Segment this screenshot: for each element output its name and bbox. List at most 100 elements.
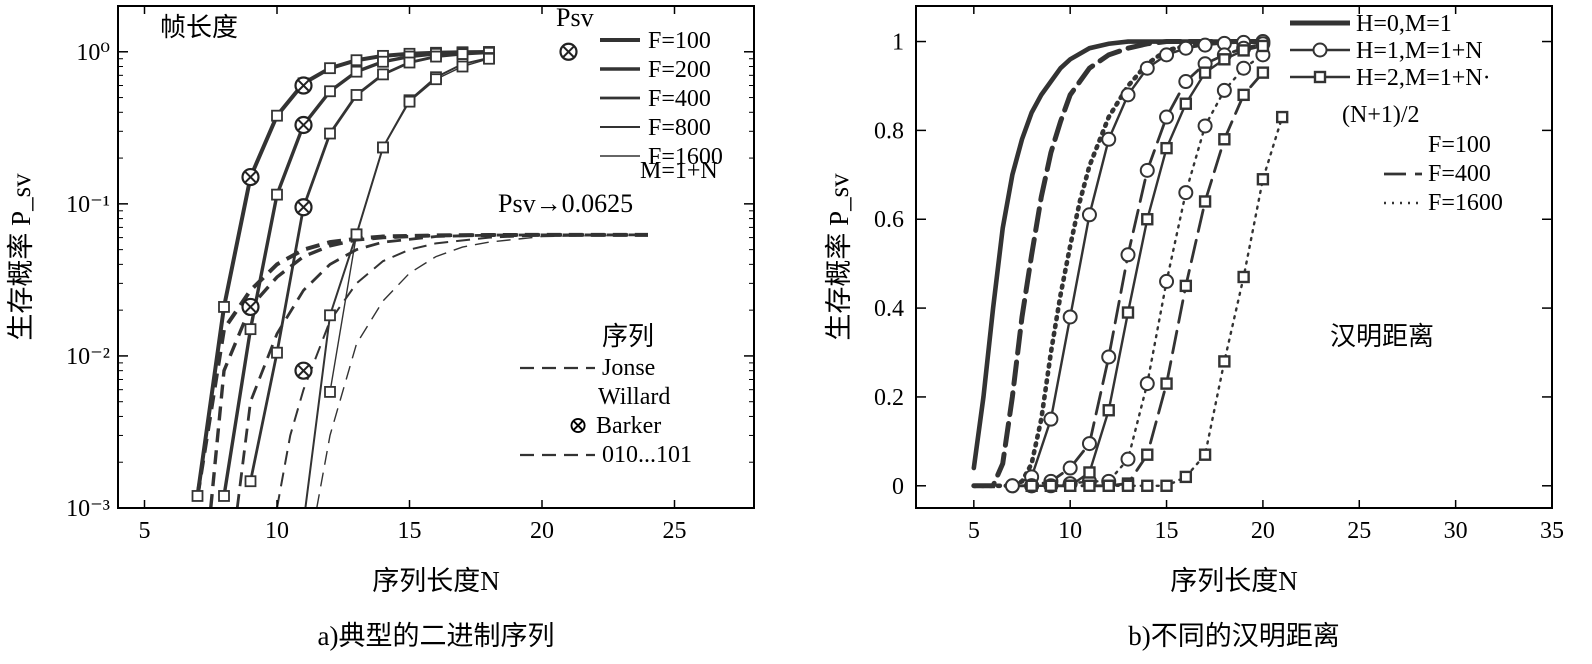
chart-b-xtick-label: 5 xyxy=(968,518,980,544)
chart-b-frame-legend-label: F=400 xyxy=(1428,161,1491,187)
chart-b-series-h2-point xyxy=(1121,479,1135,492)
chart-a-sequence-legend-label: Jonse xyxy=(602,355,655,381)
chart-a-frame-legend-label: F=1600 xyxy=(648,144,723,170)
chart-a-series-point xyxy=(430,50,442,63)
chart-a-sequence-legend: 序列 Jonse Willard ⊗ Barker 010...101 xyxy=(520,322,692,468)
chart-a-sequence-legend-label: Barker xyxy=(596,413,661,439)
chart-b-series-h1-point xyxy=(1178,185,1194,201)
chart-b-series-h1-point xyxy=(1081,436,1097,452)
chart-a-series-point xyxy=(271,188,283,201)
chart-b-frame xyxy=(915,5,1553,509)
chart-a-xtick-label: 20 xyxy=(530,518,554,544)
chart-b-series-h1-point xyxy=(1178,74,1194,90)
chart-a-series-line xyxy=(329,58,490,393)
chart-a-series-point xyxy=(456,48,469,61)
chart-a-series-point xyxy=(244,323,257,336)
chart-b-ylabel: 生存概率 P_sv xyxy=(824,173,854,341)
chart-b-series-h1-point xyxy=(1062,309,1078,325)
chart-a-caption: a)典型的二进制序列 xyxy=(318,621,555,651)
chart-b-series-h1-point xyxy=(1159,47,1175,63)
chart-b-legend-label: H=2,M=1+N· xyxy=(1356,65,1491,91)
chart-b-series-h2-point xyxy=(1218,355,1231,368)
chart-a-series-point xyxy=(456,60,469,73)
chart-b-xtick-label: 35 xyxy=(1540,518,1564,544)
chart-b-ytick-label: 0.6 xyxy=(874,207,904,233)
chart-b-series-h1-point xyxy=(1197,118,1213,134)
chart-b-xlabel: 序列长度N xyxy=(1170,566,1298,596)
chart-a-series-point xyxy=(377,68,389,81)
chart-a-series xyxy=(191,42,649,528)
chart-a-frame-legend-label: F=200 xyxy=(648,57,711,83)
chart-b-series-h2-point xyxy=(1179,279,1193,293)
chart-a-series-point xyxy=(218,301,230,313)
chart-b-annotation-hamming: 汉明距离 xyxy=(1330,322,1434,351)
chart-b-caption: b)不同的汉明距离 xyxy=(1128,621,1340,651)
chart-a-series-point xyxy=(271,109,283,122)
chart-a-series-point xyxy=(350,228,363,241)
chart-a-frame-legend: F=100 F=200 F=400 F=800 F=1600 xyxy=(600,28,723,170)
chart-a-xtick-label: 5 xyxy=(139,518,151,544)
chart-a-series-point xyxy=(350,65,363,78)
chart-b-ytick-label: 0.4 xyxy=(874,296,904,322)
chart-b-legend-label: H=0,M=1 xyxy=(1356,11,1452,37)
chart-b-series-h1-point xyxy=(1216,82,1232,98)
chart-b-series-h1-point xyxy=(1043,411,1059,427)
chart-b-series-h2-point xyxy=(1121,306,1135,319)
chart-b-series-h2-point xyxy=(1237,44,1250,57)
chart-b-series-h1-point xyxy=(1236,60,1252,76)
chart-a-legend-title: 序列 xyxy=(602,322,654,351)
chart-a-ytick-label: 10⁻² xyxy=(66,344,110,370)
chart-a-frame-legend-label: F=800 xyxy=(648,115,711,141)
chart-b-frame-legend-label: F=100 xyxy=(1428,132,1491,158)
chart-a-plot-area xyxy=(191,42,649,528)
chart-b-series-h1-point xyxy=(1120,87,1136,103)
chart-a-annotation-m-formula: M=1+N xyxy=(640,158,718,184)
chart-a-series-point xyxy=(299,518,309,528)
chart-b-series-h2-point xyxy=(1160,377,1173,390)
chart-b-series-h2-point xyxy=(1198,195,1212,208)
chart-a-barker-point-cross xyxy=(297,118,310,132)
chart-a-series-dashed-limit xyxy=(316,234,649,508)
chart-a-series-point xyxy=(324,309,336,322)
chart-a-annotation-psv: Psv xyxy=(556,3,594,32)
chart-b-series-h1-point xyxy=(1101,349,1117,365)
chart-a-xtick-label: 10 xyxy=(265,518,289,544)
chart-a-ylabel: 生存概率 P_sv xyxy=(6,173,36,341)
chart-a-sequence-legend-label: 010...101 xyxy=(602,442,692,468)
chart-b-ytick-label: 1 xyxy=(892,30,904,56)
chart-b-series-h2-point xyxy=(1256,66,1270,79)
chart-a-series-dashed-limit xyxy=(195,232,648,497)
chart-a-series-line xyxy=(222,50,490,497)
chart-b-series-h1-point xyxy=(1139,60,1155,76)
chart-a: 5 10 15 20 25 10⁻³ 10⁻² 10⁻¹ 10⁰ 序列长度N 生存概率 P_sv… xyxy=(6,3,755,651)
chart-a-series-point xyxy=(271,346,283,359)
chart-a-sequence-legend-label: Willard xyxy=(598,384,670,410)
chart-b-series-h2-point xyxy=(1141,448,1154,461)
chart-b-series-h2-point xyxy=(1179,97,1193,110)
chart-b-series-h1-point xyxy=(1159,109,1175,125)
chart-a-xtick-label: 25 xyxy=(663,518,687,544)
chart-a-series-point xyxy=(244,475,257,488)
chart-a-series-point xyxy=(403,56,416,69)
chart-a-series-point xyxy=(350,54,363,67)
chart-a-frame xyxy=(117,5,755,509)
chart-a-series-point xyxy=(324,62,336,75)
chart-b-series-h2-point xyxy=(1218,133,1231,146)
chart-a-series-dashed-limit xyxy=(209,233,648,508)
chart-a-series-point xyxy=(403,95,416,108)
chart-a-ytick-label: 10⁰ xyxy=(76,40,110,66)
chart-b-xtick-label: 10 xyxy=(1058,518,1082,544)
chart-b-series-h0 xyxy=(971,39,1266,489)
chart-a-series-point xyxy=(377,141,389,154)
chart-b-ytick-label: 0.8 xyxy=(874,118,904,144)
chart-b-series-h2-point xyxy=(1063,479,1077,492)
chart-b-legend-label: H=1,M=1+N xyxy=(1356,38,1483,64)
chart-a-series-point xyxy=(483,52,495,65)
chart-b-ytick-label: 0 xyxy=(892,474,904,500)
chart-b-series-h2-point xyxy=(1256,39,1270,53)
chart-b-series-h0 xyxy=(971,39,1266,471)
chart-b-series-h1-point xyxy=(1081,207,1097,223)
chart-b-series-h2-point xyxy=(1160,141,1173,155)
chart-a-series-point xyxy=(377,55,389,68)
chart-b-series-h2-point xyxy=(1160,479,1173,492)
